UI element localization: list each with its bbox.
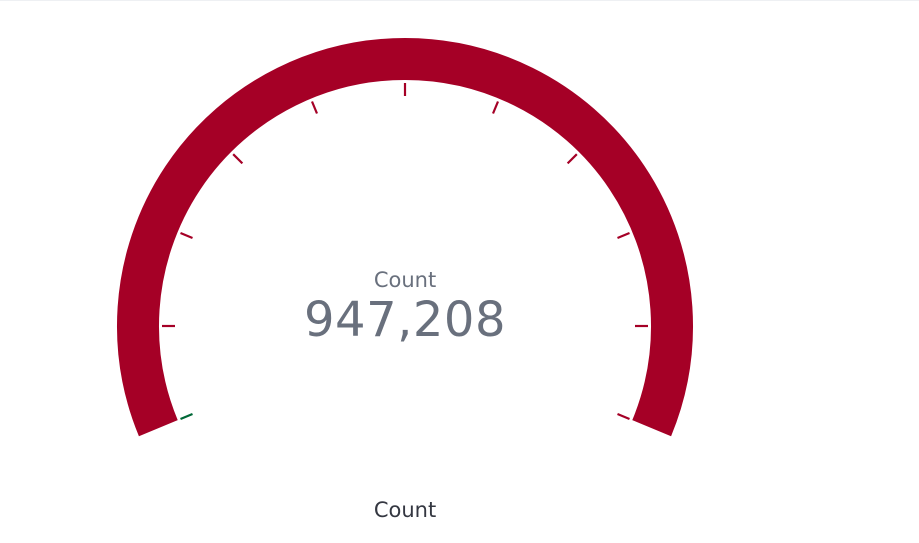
gauge-metric-label: Count <box>373 268 437 292</box>
gauge-tick-7 <box>566 153 578 165</box>
gauge-fill-arc <box>117 38 693 437</box>
gauge-tick-3 <box>232 153 244 165</box>
top-divider <box>0 0 919 1</box>
gauge-tick-4 <box>310 101 318 114</box>
gauge-tick-6 <box>492 101 500 114</box>
gauge-metric-value: 947,208 <box>304 292 506 348</box>
gauge-tick-8 <box>617 231 630 239</box>
chart-title: Count <box>373 498 437 522</box>
gauge-tick-10 <box>617 413 630 421</box>
gauge-tick-2 <box>180 231 193 239</box>
gauge-tick-0 <box>180 413 193 421</box>
